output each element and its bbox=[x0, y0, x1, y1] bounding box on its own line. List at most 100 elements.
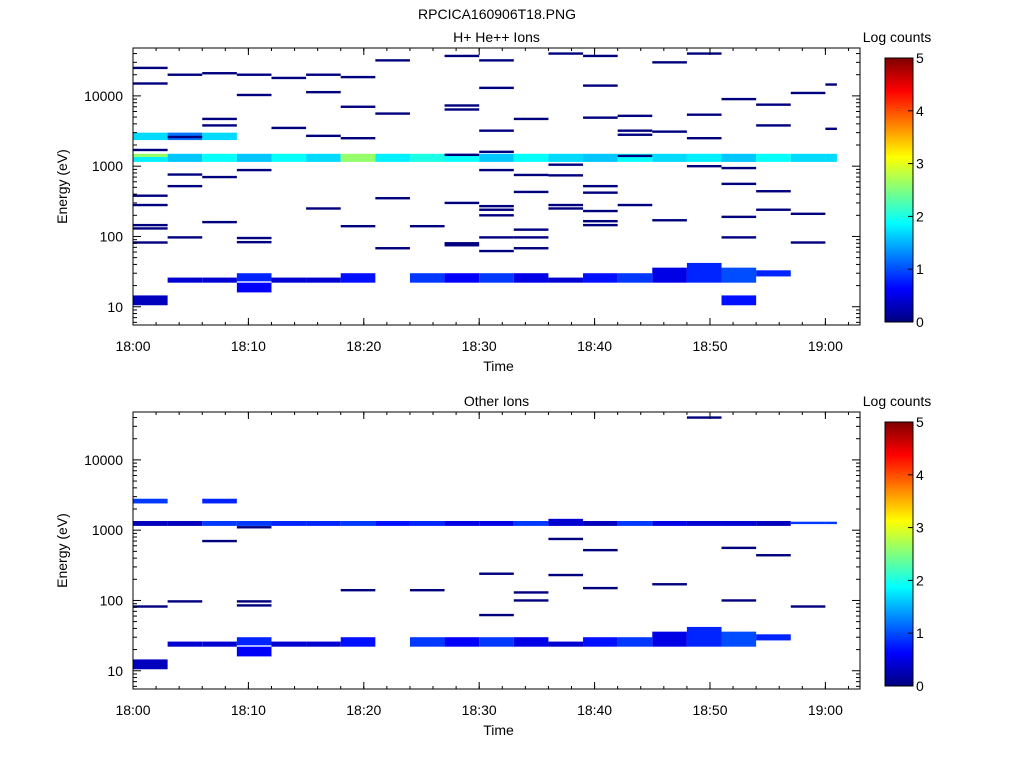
heatmap-streak bbox=[444, 242, 480, 245]
heatmap-cell bbox=[133, 132, 168, 141]
y-tick-label: 10 bbox=[107, 299, 123, 315]
heatmap-streak bbox=[652, 61, 687, 64]
colorbar-label: Log counts bbox=[863, 393, 932, 409]
heatmap-cell bbox=[271, 641, 307, 647]
heatmap-cell bbox=[479, 153, 514, 162]
heatmap-streak bbox=[167, 135, 203, 139]
y-tick-label: 1000 bbox=[92, 158, 123, 174]
heatmap-streak bbox=[825, 127, 837, 131]
heatmap-cell bbox=[686, 626, 722, 647]
heatmap-streak bbox=[686, 52, 722, 55]
heatmap-streak bbox=[548, 207, 584, 210]
heatmap-streak bbox=[513, 117, 549, 121]
heatmap-cell bbox=[686, 153, 722, 162]
heatmap-streak bbox=[617, 203, 653, 207]
x-tick-label: 18:40 bbox=[577, 702, 612, 718]
heatmap-streak bbox=[479, 572, 514, 575]
heatmap-cell bbox=[652, 631, 687, 647]
heatmap-streak bbox=[444, 153, 480, 157]
x-tick-label: 18:40 bbox=[577, 338, 612, 354]
heatmap-cell bbox=[721, 295, 757, 306]
heatmap-cell bbox=[375, 153, 410, 162]
heatmap-streak bbox=[479, 613, 514, 617]
heatmap-cell bbox=[721, 521, 757, 526]
heatmap-cell bbox=[306, 153, 341, 162]
heatmap-cell bbox=[133, 498, 168, 504]
chart-panel-2: Other Ions 18:00 18:10 18:20 18:30 18:40 18:50… bbox=[54, 393, 931, 738]
colorbar-gradient bbox=[885, 422, 913, 686]
heatmap-streak bbox=[236, 236, 272, 240]
y-tick-label: 100 bbox=[100, 592, 124, 608]
heatmap-streak bbox=[583, 219, 618, 223]
heatmap-streak bbox=[340, 75, 376, 79]
x-tick-label: 18:30 bbox=[462, 338, 497, 354]
y-tick-label: 10000 bbox=[84, 88, 123, 104]
colorbar-tick-label: 5 bbox=[916, 414, 924, 430]
heatmap-streak bbox=[513, 599, 549, 602]
heatmap-cell bbox=[721, 631, 757, 647]
heatmap-streak bbox=[721, 215, 757, 219]
colorbar: 0 1 2 3 4 5 Log counts bbox=[863, 393, 932, 694]
heatmap-cell bbox=[617, 521, 653, 526]
heatmap-streak bbox=[548, 537, 584, 541]
heatmap-cell bbox=[236, 273, 272, 282]
colorbar-tick-label: 1 bbox=[916, 625, 924, 641]
heatmap-cell bbox=[825, 153, 837, 162]
heatmap-streak bbox=[721, 97, 757, 101]
heatmap-cell bbox=[825, 521, 837, 525]
heatmap-cell bbox=[548, 641, 584, 647]
heatmap-streak bbox=[479, 129, 514, 132]
heatmap-cell bbox=[652, 267, 687, 283]
heatmap-streak bbox=[340, 137, 376, 140]
heatmap-streak bbox=[236, 93, 272, 97]
heatmap-cell bbox=[167, 641, 203, 647]
heatmap-streak bbox=[583, 586, 618, 590]
heatmap-cell bbox=[548, 518, 584, 526]
heatmap-streak bbox=[202, 124, 237, 127]
heatmap-streak bbox=[306, 90, 341, 94]
heatmap-streak bbox=[617, 133, 653, 136]
heatmap-streak bbox=[721, 599, 757, 602]
heatmap-cell bbox=[306, 641, 341, 647]
heatmap-streak bbox=[306, 134, 341, 138]
x-tick-label: 18:20 bbox=[346, 702, 381, 718]
heatmap-streak bbox=[340, 105, 376, 108]
heatmap-streak bbox=[686, 164, 722, 168]
heatmap-streak bbox=[236, 168, 272, 172]
heatmap-cell bbox=[202, 521, 237, 526]
heatmap-streak bbox=[202, 72, 237, 75]
heatmap-cell bbox=[756, 270, 791, 277]
heatmap-streak bbox=[340, 588, 376, 592]
heatmap-streak bbox=[756, 124, 791, 127]
heatmap-cell bbox=[167, 153, 203, 162]
heatmap-cell bbox=[617, 153, 653, 162]
heatmap-streak bbox=[652, 130, 687, 133]
heatmap-cell bbox=[513, 273, 549, 283]
heatmap-streak bbox=[583, 548, 618, 552]
heatmap-streak bbox=[236, 604, 272, 607]
heatmap-streak bbox=[617, 154, 653, 158]
heatmap-streak bbox=[375, 59, 410, 62]
colorbar-tick-label: 4 bbox=[916, 467, 924, 483]
heatmap-cell bbox=[409, 273, 445, 283]
heatmap-streak bbox=[236, 526, 272, 529]
heatmap-streak bbox=[479, 86, 514, 90]
heatmap-cell bbox=[583, 521, 618, 526]
heatmap-cell bbox=[652, 521, 687, 526]
heatmap-streak bbox=[617, 114, 653, 118]
heatmap-streak bbox=[513, 228, 549, 231]
heatmap-cell bbox=[479, 521, 514, 526]
heatmap-cell bbox=[167, 277, 203, 283]
heatmap-streak bbox=[340, 224, 376, 228]
heatmap-streak bbox=[583, 116, 618, 119]
heatmap-cell bbox=[306, 521, 341, 526]
heatmap-cell bbox=[756, 634, 791, 641]
heatmap-streak bbox=[133, 241, 168, 244]
heatmap-cell bbox=[340, 153, 376, 162]
heatmap-cell bbox=[513, 637, 549, 647]
x-tick-label: 18:30 bbox=[462, 702, 497, 718]
heatmap-streak bbox=[721, 182, 757, 186]
heatmap-streak bbox=[133, 194, 168, 197]
heatmap-streak bbox=[479, 150, 514, 154]
